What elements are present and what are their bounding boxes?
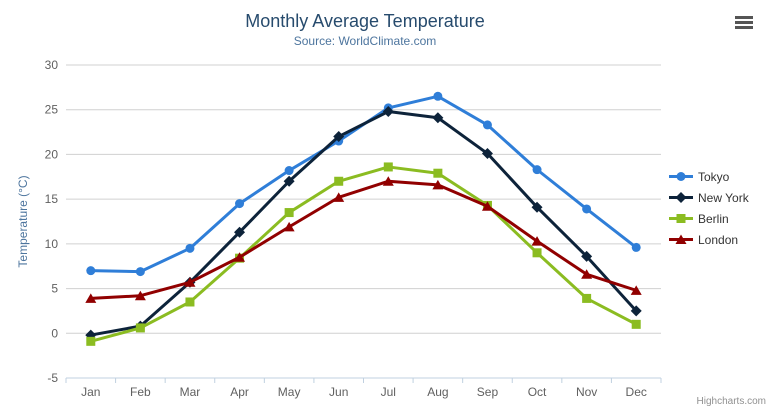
x-axis-label: Jun — [329, 385, 348, 399]
credits-link[interactable]: Highcharts.com — [696, 396, 766, 407]
point-tokyo-apr[interactable] — [235, 199, 245, 209]
legend-marker-tokyo[interactable] — [676, 172, 686, 181]
series-line-new-york[interactable] — [89, 110, 638, 337]
point-london-apr[interactable] — [234, 252, 246, 262]
point-berlin-oct[interactable] — [532, 248, 542, 258]
legend-item-new-york[interactable]: New York — [669, 187, 749, 208]
y-axis-label: 30 — [45, 58, 59, 72]
point-london-nov[interactable] — [581, 269, 593, 279]
point-berlin-jul[interactable] — [383, 162, 393, 172]
point-tokyo-feb[interactable] — [135, 267, 145, 277]
x-axis-label: Mar — [180, 385, 201, 399]
x-axis-label: Jul — [381, 385, 396, 399]
point-new-york-sep[interactable] — [481, 148, 493, 160]
chart-subtitle: Source: WorldClimate.com — [293, 34, 437, 48]
point-new-york-jun[interactable] — [333, 131, 345, 143]
legend-item-london[interactable]: London — [669, 229, 749, 250]
point-london-oct[interactable] — [531, 236, 543, 246]
point-berlin-mar[interactable] — [185, 297, 195, 307]
y-axis-label: 15 — [45, 192, 59, 206]
legend-marker-berlin[interactable] — [676, 214, 686, 223]
series-tokyo — [86, 91, 641, 277]
x-axis-label: Aug — [427, 385, 448, 399]
y-axis-label: -5 — [47, 371, 58, 385]
legend-label: Tokyo — [698, 169, 730, 184]
series-line-london[interactable] — [89, 179, 638, 300]
point-london-mar[interactable] — [184, 277, 196, 287]
legend-item-tokyo[interactable]: Tokyo — [669, 166, 749, 187]
y-axis-title: Temperature (°C) — [16, 175, 30, 267]
point-berlin-aug[interactable] — [433, 168, 443, 178]
point-berlin-nov[interactable] — [582, 293, 592, 303]
point-berlin-jan[interactable] — [86, 336, 96, 346]
point-london-dec[interactable] — [630, 285, 642, 295]
legend-label: New York — [698, 190, 749, 205]
point-tokyo-sep[interactable] — [482, 120, 492, 130]
legend: Tokyo New York Berlin London — [669, 166, 749, 250]
point-tokyo-dec[interactable] — [631, 242, 641, 252]
point-berlin-dec[interactable] — [631, 319, 641, 329]
point-new-york-apr[interactable] — [234, 226, 246, 238]
london-legend-marker-icon — [669, 234, 693, 245]
point-london-jun[interactable] — [333, 192, 345, 202]
x-axis-label: Jan — [81, 385, 100, 399]
x-axis-label: Dec — [626, 385, 647, 399]
point-tokyo-jan[interactable] — [86, 266, 96, 276]
point-berlin-may[interactable] — [284, 208, 294, 218]
hamburger-menu-icon — [735, 21, 753, 24]
x-axis-label: May — [278, 385, 301, 399]
legend-label: Berlin — [698, 211, 729, 226]
point-new-york-dec[interactable] — [630, 305, 642, 317]
chart-title: Monthly Average Temperature — [245, 11, 485, 31]
point-london-feb[interactable] — [134, 290, 146, 301]
berlin-legend-marker-icon — [669, 214, 693, 223]
point-tokyo-mar[interactable] — [185, 243, 195, 253]
point-london-jan[interactable] — [85, 293, 97, 303]
x-axis-label: Apr — [230, 385, 249, 399]
y-axis-label: 20 — [45, 147, 59, 161]
point-new-york-may[interactable] — [283, 175, 295, 187]
y-axis-label: 25 — [45, 103, 59, 117]
hamburger-menu-icon — [735, 16, 753, 19]
legend-item-berlin[interactable]: Berlin — [669, 208, 749, 229]
hamburger-menu-button[interactable] — [735, 16, 753, 29]
legend-label: London — [698, 232, 739, 247]
x-axis-label: Feb — [130, 385, 151, 399]
point-new-york-oct[interactable] — [531, 201, 543, 213]
point-tokyo-aug[interactable] — [433, 91, 443, 101]
hamburger-menu-icon — [735, 26, 753, 29]
series-london — [85, 176, 642, 303]
point-tokyo-may[interactable] — [284, 166, 294, 176]
x-axis-label: Oct — [528, 385, 547, 399]
point-new-york-nov[interactable] — [581, 250, 593, 262]
legend-marker-london[interactable] — [675, 234, 687, 245]
x-axis: Jan Feb Mar Apr May Jun Jul Aug Sep Oct Nov Dec — [65, 377, 662, 399]
x-axis-label: Sep — [477, 385, 499, 399]
new-york-legend-marker-icon — [669, 192, 693, 203]
point-berlin-jun[interactable] — [334, 176, 344, 186]
point-new-york-jul[interactable] — [382, 106, 394, 118]
legend-marker-new-york[interactable] — [675, 192, 687, 203]
y-axis-labels: -5 0 5 10 15 20 25 30 — [45, 58, 59, 385]
point-london-sep[interactable] — [481, 201, 493, 211]
y-axis-label: 0 — [51, 326, 58, 340]
point-tokyo-oct[interactable] — [532, 165, 542, 175]
y-axis-label: 5 — [51, 282, 58, 296]
point-london-aug[interactable] — [432, 179, 444, 190]
tokyo-legend-marker-icon — [669, 172, 693, 181]
series-line-berlin[interactable] — [89, 165, 638, 343]
point-new-york-aug[interactable] — [432, 112, 444, 124]
x-axis-label: Nov — [576, 385, 597, 399]
series-new-york — [85, 106, 642, 341]
point-london-jul[interactable] — [382, 176, 394, 186]
point-tokyo-nov[interactable] — [582, 204, 592, 214]
y-axis-label: 10 — [45, 237, 59, 251]
point-berlin-feb[interactable] — [135, 323, 145, 333]
point-london-may[interactable] — [283, 221, 295, 232]
